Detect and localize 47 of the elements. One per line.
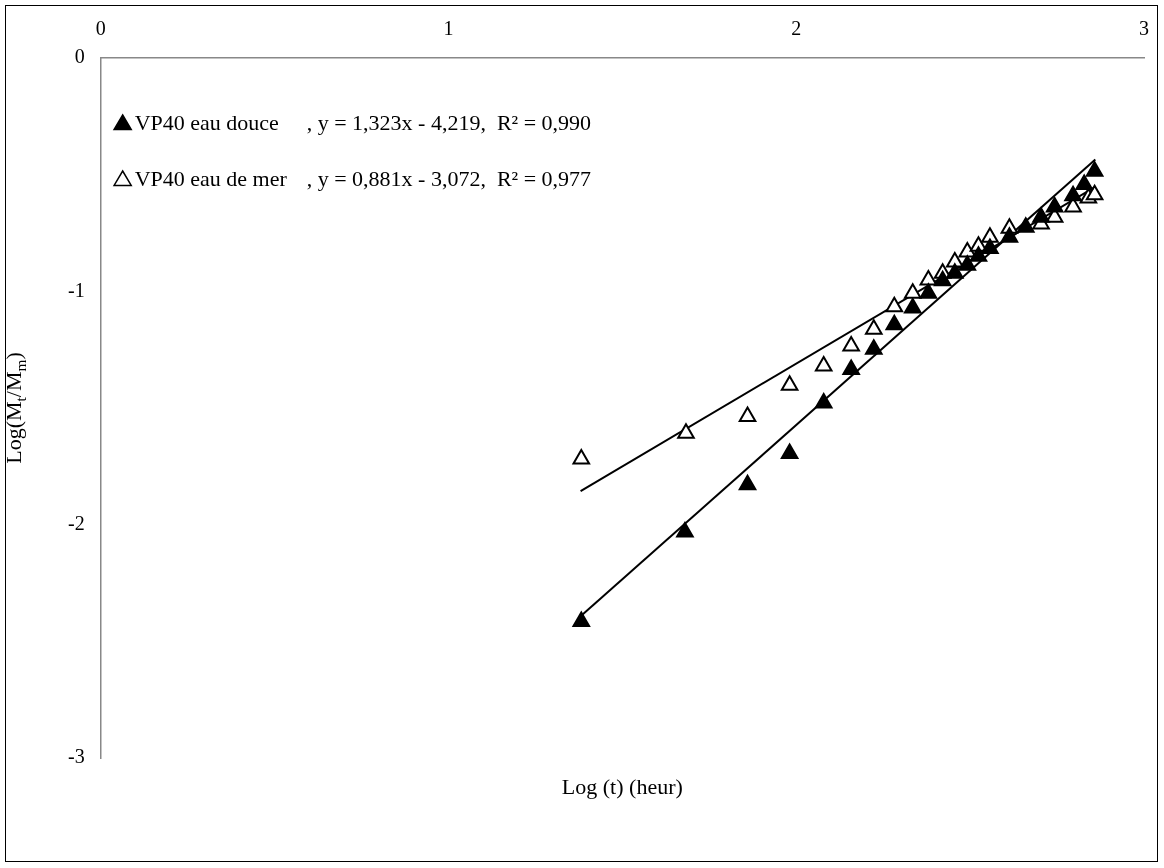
point [981, 238, 999, 254]
point [572, 611, 591, 627]
point [842, 359, 860, 375]
point [677, 423, 695, 439]
point [969, 246, 988, 262]
point [572, 449, 591, 465]
point [864, 339, 883, 355]
point [885, 314, 904, 331]
point [1064, 185, 1082, 202]
point [864, 319, 883, 335]
x-axis-title: Log (t) (heur) [561, 773, 683, 799]
x-tick-label: 0 [95, 17, 106, 40]
y-tick-label: -1 [67, 278, 85, 301]
point [946, 263, 964, 279]
point [738, 406, 757, 422]
point [842, 335, 860, 352]
legend-label: VP40 eau douce [134, 109, 279, 135]
point [919, 283, 938, 299]
point [1000, 227, 1019, 243]
y-tick-label: 0 [74, 45, 85, 68]
point [1085, 184, 1104, 201]
point [933, 270, 952, 287]
legend-label: VP40 eau de mer [134, 165, 288, 191]
point [1085, 161, 1104, 177]
point [958, 255, 977, 271]
y-axis-title: Log(Mt/Mm) [1, 352, 30, 464]
x-tick-label: 3 [1139, 17, 1149, 40]
point [885, 296, 904, 313]
point [1016, 217, 1035, 233]
point [1045, 197, 1064, 213]
point [1075, 174, 1093, 190]
point [919, 269, 938, 286]
point [676, 521, 694, 538]
point [780, 375, 799, 391]
y-tick-label: -2 [67, 511, 85, 534]
annotation: , y = 1,323x - 4,219, R² = 0,990 [306, 109, 592, 135]
x-tick-label: 1 [443, 17, 454, 40]
point [903, 297, 922, 314]
point [1032, 207, 1050, 223]
point [903, 283, 922, 299]
point [738, 474, 757, 491]
x-tick-label: 2 [791, 17, 802, 40]
point [814, 393, 833, 409]
annotation: , y = 0,881x - 3,072, R² = 0,977 [306, 165, 592, 191]
y-tick-label: -3 [67, 745, 85, 768]
point [814, 356, 833, 372]
point [780, 443, 799, 459]
